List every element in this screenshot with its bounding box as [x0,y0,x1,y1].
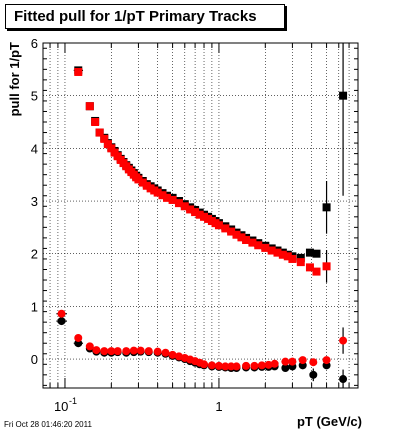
data-point-square [174,199,183,208]
data-point-circle [232,362,241,371]
y-tick-label: 6 [31,36,38,51]
data-point-square [100,134,109,143]
data-point-square [153,188,162,197]
data-point-circle [339,375,348,384]
data-point-circle [85,342,94,351]
data-point-square [227,227,236,236]
data-point-circle [288,357,297,366]
data-point-square [107,144,116,153]
data-point-square [267,246,276,255]
x-tick-label: 10 [54,399,68,414]
data-point-circle [322,356,331,365]
y-tick-label: 5 [31,89,38,104]
data-point-circle [100,347,109,356]
x-tick-exponent: -1 [69,396,77,406]
data-point-circle [214,361,223,370]
data-point-square [200,212,209,221]
data-point-square [322,203,331,212]
data-point-circle [161,348,170,357]
data-point-square [296,253,305,262]
data-point-square [254,241,263,250]
y-tick-label: 2 [31,247,38,262]
data-point-square [168,195,177,204]
data-point-square [278,250,287,259]
data-point-circle [122,347,131,356]
data-point-square [283,252,292,261]
plot-frame [42,42,359,389]
data-point-circle [309,358,318,367]
data-point-circle [281,357,290,366]
data-point-square [158,191,167,200]
data-point-square [296,258,305,267]
data-point-circle [113,347,122,356]
data-point-square [248,238,257,247]
data-point-circle [250,361,259,370]
data-point-circle [129,346,138,355]
data-point-square [95,128,104,137]
x-tick-label: 1 [215,399,222,414]
data-point-circle [57,309,66,318]
data-point-square [237,233,246,242]
data-point-square [134,175,143,184]
data-markers [57,66,348,384]
data-point-square [288,254,297,263]
chart-title: Fitted pull for 1/pT Primary Tracks [5,4,285,29]
data-point-circle [207,361,216,370]
data-point-circle [270,359,279,368]
timestamp-footer: Fri Oct 28 01:46:20 2011 [4,420,92,429]
data-point-square [74,67,83,76]
data-point-square [163,193,172,202]
data-point-circle [168,350,177,359]
x-axis-label: pT (GeV/c) [297,414,362,429]
data-point-square [138,178,147,187]
data-point-square [273,248,282,257]
axis-ticks [43,43,359,388]
data-point-square [91,118,100,127]
data-point-circle [136,346,145,355]
data-point-square [191,208,200,217]
data-point-circle [339,336,348,345]
y-tick-label: 3 [31,194,38,209]
data-point-circle [57,317,66,326]
y-axis-label: pull for 1/pT [7,42,22,116]
data-point-circle [92,346,101,355]
data-point-circle [144,347,153,356]
data-point-square [312,249,321,258]
data-point-square [261,243,270,252]
data-point-square [214,221,223,230]
data-point-square [305,263,314,272]
data-point-square [186,205,195,214]
data-point-square [312,267,321,276]
data-point-square [180,202,189,211]
y-tick-label: 1 [31,299,38,314]
data-point-circle [298,356,307,365]
data-point-circle [74,333,83,342]
data-point-square [305,248,314,257]
y-tick-label: 0 [31,352,38,367]
data-point-square [103,140,112,149]
data-point-circle [200,360,209,369]
data-point-square [242,235,251,244]
data-point-square [339,91,348,100]
data-point-circle [107,347,116,356]
data-point-square [322,262,331,271]
data-point-circle [309,370,318,379]
y-tick-label: 4 [31,141,38,156]
data-point-square [195,210,204,219]
data-point-circle [221,362,230,371]
data-point-circle [264,360,273,369]
data-point-circle [281,363,290,372]
data-point-circle [153,347,162,356]
data-point-circle [257,361,266,370]
data-point-square [221,224,230,233]
data-point-circle [242,361,251,370]
data-point-square [232,230,241,239]
data-point-square [85,102,94,111]
tick-labels: 0 1 2 3 4 5 6 10 -1 1 [31,36,223,414]
